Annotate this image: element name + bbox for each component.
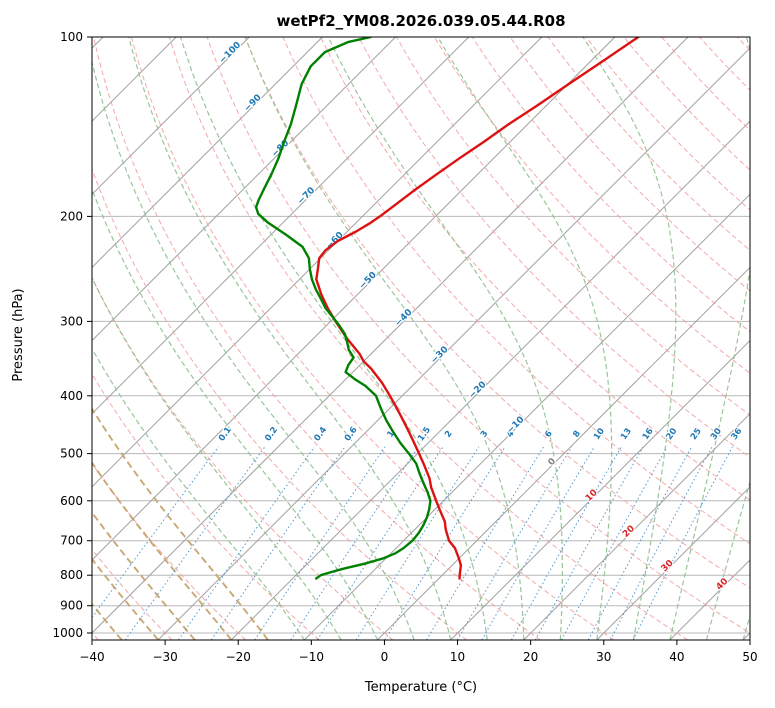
x-axis-label: Temperature (°C) — [364, 680, 477, 695]
svg-text:0: 0 — [381, 650, 389, 664]
svg-text:20: 20 — [621, 524, 637, 540]
svg-text:500: 500 — [60, 447, 83, 461]
svg-text:1000: 1000 — [52, 626, 83, 640]
svg-text:25: 25 — [689, 426, 704, 441]
svg-text:−30: −30 — [429, 345, 450, 366]
dewpoint-curve — [254, 37, 432, 580]
svg-text:100: 100 — [60, 30, 83, 44]
y-axis-ticks: 100 200 300 400 500 600 700 800 900 1000 — [52, 30, 92, 640]
svg-text:40: 40 — [715, 577, 731, 593]
svg-text:20: 20 — [523, 650, 538, 664]
svg-text:600: 600 — [60, 494, 83, 508]
svg-text:13: 13 — [619, 426, 634, 441]
axes-layer: −40 −30 −20 −10 0 10 20 30 40 5010020030040050060… — [52, 30, 757, 664]
plot-frame — [91, 36, 751, 641]
svg-text:0.2: 0.2 — [263, 425, 280, 443]
svg-text:2: 2 — [443, 429, 455, 440]
svg-text:400: 400 — [60, 389, 83, 403]
moist-adiabat-lines — [92, 37, 750, 640]
svg-text:40: 40 — [669, 650, 684, 664]
svg-text:−10: −10 — [505, 415, 526, 436]
svg-text:900: 900 — [60, 599, 83, 613]
svg-text:−70: −70 — [296, 186, 317, 207]
background-lines-layer: 0.1 0.2 0.4 0.6 1 1.5 2 3 4 6 8 10 13 16 20 25 30 36−100−… — [92, 37, 750, 640]
x-axis-ticks: −40 −30 −20 −10 0 10 20 30 40 50 — [79, 640, 758, 664]
svg-text:−10: −10 — [299, 650, 324, 664]
svg-text:−100: −100 — [218, 40, 244, 66]
svg-text:8: 8 — [571, 429, 583, 440]
svg-text:800: 800 — [60, 568, 83, 582]
svg-text:300: 300 — [60, 314, 83, 328]
svg-text:0: 0 — [547, 457, 559, 469]
svg-text:36: 36 — [729, 426, 744, 441]
svg-text:3: 3 — [479, 429, 491, 440]
svg-text:0.4: 0.4 — [312, 425, 329, 443]
mixing-ratio-labels: 0.1 0.2 0.4 0.6 1 1.5 2 3 4 6 8 10 13 16 20 25 30 36 — [216, 424, 746, 445]
temperature-curve — [315, 37, 640, 580]
svg-text:−50: −50 — [358, 270, 379, 291]
sounding-curves-layer — [254, 37, 640, 580]
svg-text:30: 30 — [596, 650, 611, 664]
svg-text:700: 700 — [60, 534, 83, 548]
svg-text:16: 16 — [641, 426, 656, 441]
svg-text:200: 200 — [60, 209, 83, 223]
svg-text:−40: −40 — [79, 650, 104, 664]
y-axis-label: Pressure (hPa) — [11, 288, 26, 381]
dry-adiabat-lines — [92, 37, 750, 640]
isotherm-lines — [92, 37, 750, 640]
chart-title: wetPf2_YM08.2026.039.05.44.R08 — [276, 12, 565, 30]
svg-text:−90: −90 — [242, 93, 263, 114]
svg-text:−20: −20 — [226, 650, 251, 664]
svg-text:50: 50 — [742, 650, 757, 664]
svg-text:−30: −30 — [152, 650, 177, 664]
mixing-ratio-lines — [92, 446, 733, 640]
svg-text:10: 10 — [450, 650, 465, 664]
svg-text:10: 10 — [584, 488, 600, 504]
svg-text:0.1: 0.1 — [217, 425, 234, 443]
